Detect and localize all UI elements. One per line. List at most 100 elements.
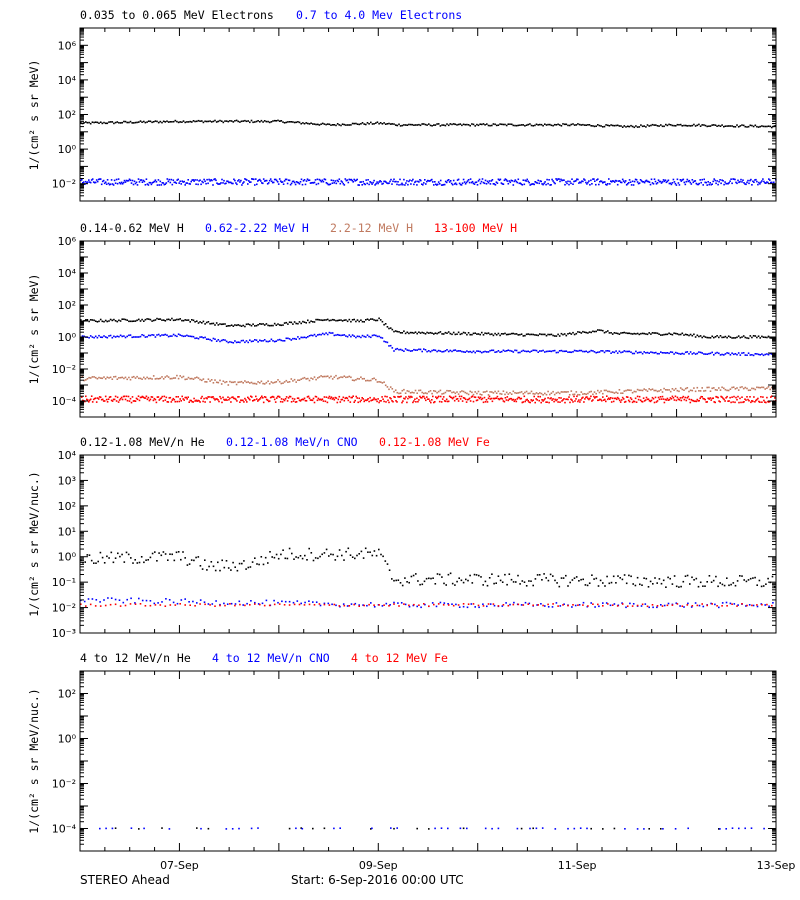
data-point — [709, 337, 712, 339]
data-point — [94, 335, 97, 338]
data-point — [166, 318, 168, 321]
data-point — [177, 396, 179, 398]
data-point — [266, 399, 269, 401]
data-point — [432, 181, 434, 183]
data-point — [696, 398, 699, 401]
data-point — [353, 335, 355, 337]
data-point — [503, 179, 506, 182]
data-point — [247, 183, 249, 185]
data-point — [567, 351, 569, 353]
data-point — [754, 124, 757, 127]
data-point — [318, 603, 321, 605]
data-point — [436, 391, 438, 394]
data-point — [151, 396, 154, 398]
data-point — [230, 602, 233, 605]
data-point — [86, 319, 89, 321]
data-point — [394, 124, 397, 126]
data-point — [482, 334, 485, 336]
data-point — [454, 395, 457, 398]
data-point — [134, 336, 137, 338]
data-point — [423, 580, 426, 583]
data-point — [432, 395, 434, 398]
data-point — [241, 562, 243, 565]
data-point — [356, 335, 359, 338]
data-point — [494, 351, 496, 353]
data-point — [287, 381, 289, 383]
data-point — [340, 398, 343, 401]
data-point — [276, 181, 279, 183]
data-point — [93, 319, 95, 322]
data-point — [719, 828, 721, 830]
data-point — [477, 350, 480, 352]
data-point — [497, 605, 500, 607]
data-point — [699, 397, 701, 400]
data-point — [242, 604, 244, 606]
data-point — [482, 603, 484, 605]
data-point — [532, 399, 534, 401]
data-point — [341, 181, 344, 183]
data-point — [156, 377, 158, 380]
data-point — [761, 353, 763, 355]
data-point — [301, 398, 304, 401]
data-point — [267, 562, 269, 564]
data-point — [696, 352, 699, 355]
data-point — [590, 602, 592, 604]
data-point — [113, 398, 116, 401]
data-point — [149, 334, 152, 337]
data-point — [534, 124, 536, 127]
data-point — [742, 124, 745, 127]
data-point — [680, 180, 683, 182]
data-point — [440, 401, 443, 403]
data-point — [298, 121, 301, 124]
data-point — [128, 121, 130, 124]
data-point — [653, 178, 656, 180]
data-point — [273, 603, 276, 606]
data-point — [113, 179, 116, 182]
data-point — [89, 377, 92, 379]
data-point — [257, 180, 259, 182]
data-point — [617, 575, 619, 577]
data-point — [121, 121, 123, 124]
data-point — [404, 392, 407, 394]
data-point — [398, 605, 400, 607]
data-point — [505, 391, 508, 394]
data-point — [343, 604, 346, 607]
data-point — [152, 121, 155, 123]
data-point — [609, 398, 611, 400]
data-point — [330, 553, 332, 556]
data-point — [106, 401, 109, 403]
data-point — [565, 181, 567, 183]
data-point — [316, 399, 319, 402]
data-point — [732, 353, 735, 356]
data-point — [452, 179, 455, 182]
data-point — [413, 603, 415, 606]
data-point — [252, 382, 254, 385]
data-point — [268, 340, 271, 342]
data-point — [99, 551, 102, 554]
data-point — [618, 180, 621, 182]
data-point — [416, 605, 418, 608]
data-point — [409, 392, 412, 394]
data-point — [386, 395, 388, 398]
data-point — [446, 123, 448, 125]
data-point — [647, 586, 650, 588]
data-point — [729, 388, 732, 390]
data-point — [336, 179, 339, 182]
data-point — [732, 337, 735, 339]
data-point — [388, 327, 390, 330]
data-point — [156, 317, 158, 320]
data-point — [404, 398, 406, 400]
data-point — [363, 335, 365, 338]
data-point — [393, 123, 395, 125]
data-point — [205, 120, 208, 123]
data-point — [629, 181, 632, 183]
data-point — [120, 181, 123, 184]
data-point — [317, 334, 319, 336]
data-point — [278, 396, 281, 398]
data-point — [525, 585, 528, 587]
data-point — [97, 398, 100, 400]
data-point — [577, 393, 579, 396]
data-point — [646, 398, 649, 401]
data-point — [113, 122, 115, 125]
data-point — [413, 392, 415, 394]
